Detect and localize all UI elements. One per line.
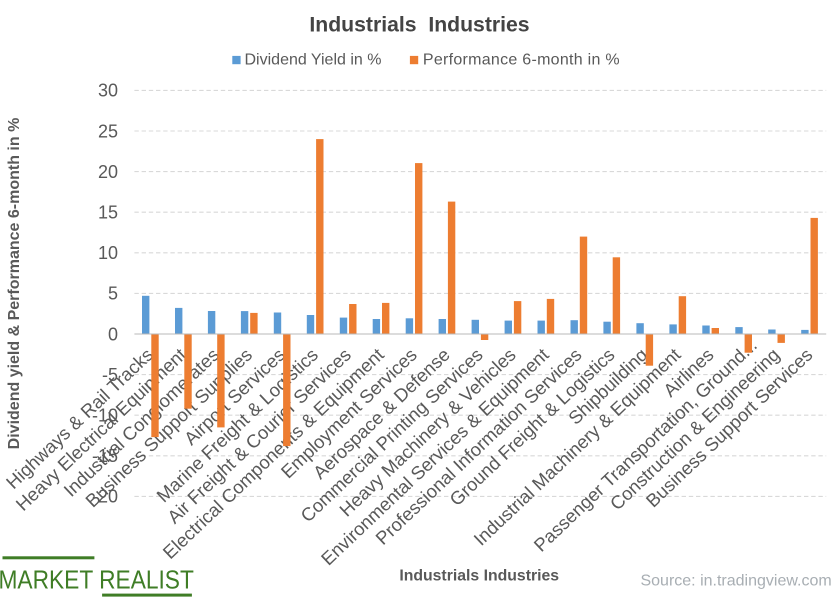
- svg-text:-20: -20: [92, 487, 118, 507]
- svg-text:-10: -10: [92, 406, 118, 426]
- svg-text:30: 30: [98, 81, 118, 101]
- svg-text:10: 10: [98, 243, 118, 263]
- svg-text:Industrials Industries: Industrials Industries: [309, 13, 529, 36]
- svg-text:Source: in.tradingview.com: Source: in.tradingview.com: [640, 573, 831, 590]
- svg-text:-5: -5: [102, 365, 118, 385]
- svg-text:5: 5: [108, 284, 118, 304]
- svg-text:MARKET REALIST: MARKET REALIST: [0, 566, 194, 595]
- svg-text:Dividend yield & Performance 6: Dividend yield & Performance 6-month in …: [6, 118, 23, 450]
- svg-text:25: 25: [98, 121, 118, 141]
- svg-text:0: 0: [108, 324, 118, 344]
- svg-text:-15: -15: [92, 446, 118, 466]
- svg-text:15: 15: [98, 203, 118, 223]
- svg-text:Industrials Industries: Industrials Industries: [399, 568, 559, 585]
- svg-text:20: 20: [98, 162, 118, 182]
- svg-text:Dividend Yield in %: Dividend Yield in %: [245, 52, 382, 69]
- svg-text:Performance 6-month in %: Performance 6-month in %: [423, 52, 620, 69]
